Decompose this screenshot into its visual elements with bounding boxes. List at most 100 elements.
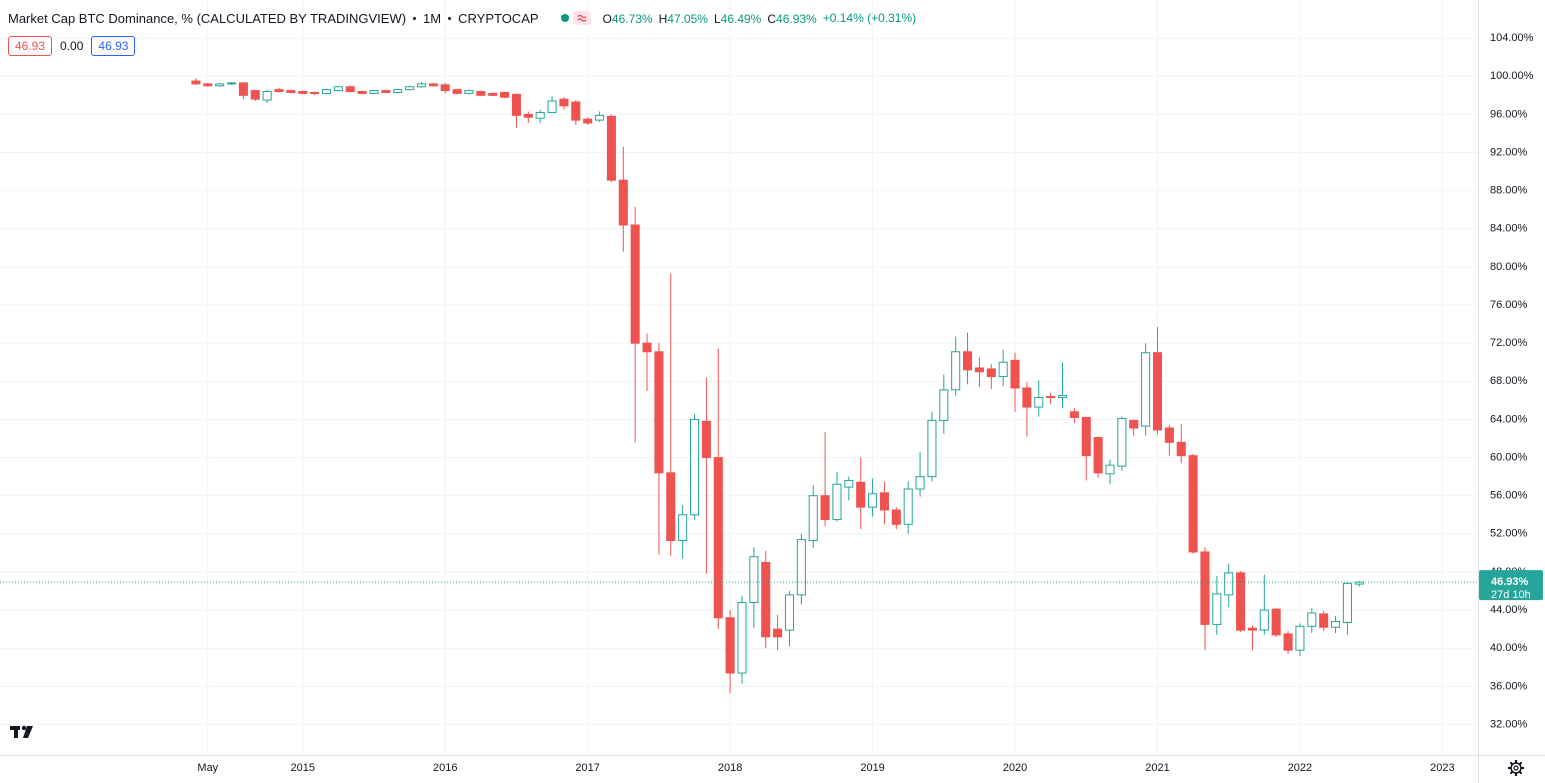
candle-body xyxy=(1342,582,1352,623)
x-tick-label: 2018 xyxy=(718,762,742,774)
candle-body xyxy=(1105,464,1115,475)
tv-logo xyxy=(10,725,33,738)
y-tick-label: 76.00% xyxy=(1490,299,1528,311)
candle-body xyxy=(262,91,272,101)
source[interactable]: CRYPTOCAP xyxy=(458,10,539,26)
data-status[interactable] xyxy=(572,11,591,25)
y-tick-label: 84.00% xyxy=(1490,223,1528,235)
legend-header: Market Cap BTC Dominance, % (CALCULATED … xyxy=(8,8,916,56)
ohlc-value: 46.93% xyxy=(776,11,817,26)
candle-body xyxy=(1141,352,1151,427)
candle-body xyxy=(1129,419,1139,429)
y-tick-label: 80.00% xyxy=(1490,261,1528,273)
candle-body xyxy=(761,561,771,638)
candle-body xyxy=(1247,627,1257,631)
candle-body xyxy=(488,92,498,96)
candle-body xyxy=(1034,397,1044,408)
candle-body xyxy=(1295,625,1305,651)
candle-body xyxy=(808,495,818,542)
candle-body xyxy=(1236,572,1246,631)
grid xyxy=(0,0,1478,755)
candle-body xyxy=(1152,352,1163,431)
candle-body xyxy=(191,80,201,85)
x-tick-label: 2019 xyxy=(860,762,884,774)
approx-icon xyxy=(577,14,586,22)
x-tick-label: 2022 xyxy=(1288,762,1312,774)
candle-body xyxy=(203,83,213,87)
candle-body xyxy=(868,493,878,508)
candle-body xyxy=(879,492,889,511)
candle-body xyxy=(820,495,830,521)
ohlc-value: 46.49% xyxy=(720,11,762,26)
candle-body xyxy=(1117,417,1127,467)
candle-body xyxy=(1283,633,1293,651)
candle-body xyxy=(238,82,248,96)
candle-body xyxy=(476,91,486,96)
y-tick-label: 52.00% xyxy=(1490,528,1528,540)
ohlc-value: 46.73% xyxy=(611,11,653,26)
symbol-title[interactable]: Market Cap BTC Dominance, % (CALCULATED … xyxy=(8,10,407,26)
interval[interactable]: 1M xyxy=(423,10,442,26)
candle-body xyxy=(298,91,308,94)
candle-body xyxy=(227,82,237,85)
buy-box[interactable]: 46.93 xyxy=(91,36,136,56)
candle-body xyxy=(369,90,379,94)
candle-body xyxy=(357,91,367,94)
candle-body xyxy=(903,488,913,525)
candle-body xyxy=(250,90,260,100)
x-tick-label: 2023 xyxy=(1430,762,1454,774)
x-tick-label: 2020 xyxy=(1003,762,1027,774)
candle-body xyxy=(547,100,557,113)
candle-body xyxy=(500,91,510,98)
candle-body xyxy=(606,115,616,181)
candle-body xyxy=(832,483,842,521)
separator xyxy=(413,16,417,20)
candle-body xyxy=(583,118,593,124)
candle-body xyxy=(713,457,723,619)
y-tick-label: 64.00% xyxy=(1490,413,1528,425)
ohlc-item: O46.73% xyxy=(603,12,653,26)
y-tick-label: 72.00% xyxy=(1490,337,1528,349)
candle-body xyxy=(974,367,984,373)
ohlc-item: C46.93% xyxy=(767,12,816,26)
bar-countdown: 27d 10h xyxy=(1491,589,1531,601)
candle-body xyxy=(571,101,581,121)
candle-body xyxy=(310,91,320,94)
candle-body xyxy=(274,89,284,93)
candle-body xyxy=(595,114,605,121)
y-tick-label: 32.00% xyxy=(1490,718,1528,730)
candle-body xyxy=(1271,608,1281,636)
ohlc-item: L46.49% xyxy=(714,12,761,26)
candle-body xyxy=(654,351,664,474)
y-tick-label: 40.00% xyxy=(1490,642,1528,654)
x-tick-label: 2016 xyxy=(433,762,457,774)
candle-body xyxy=(784,594,795,631)
change: +0.14% (+0.31%) xyxy=(822,11,917,25)
candle-body xyxy=(393,89,403,93)
candle-body xyxy=(452,89,462,94)
candle-body xyxy=(939,389,949,421)
candle-body xyxy=(796,539,806,596)
symbol-row: Market Cap BTC Dominance, % (CALCULATED … xyxy=(8,8,916,28)
overlay: 32.00%36.00%40.00%44.00%48.00%52.00%56.0… xyxy=(0,32,1543,774)
candle-body xyxy=(963,351,973,371)
candle-body xyxy=(1022,387,1032,408)
candle-body xyxy=(701,420,711,459)
candle-body xyxy=(1200,551,1210,625)
separator xyxy=(448,16,452,20)
candle-body xyxy=(1307,612,1317,627)
candle-body xyxy=(464,90,474,94)
sell-box[interactable]: 46.93 xyxy=(8,36,53,56)
last-price-box xyxy=(1479,570,1543,601)
candle-body xyxy=(1093,437,1103,474)
candle-body xyxy=(951,351,961,391)
candle-body xyxy=(1069,411,1079,419)
ohlc-key: H xyxy=(658,11,668,26)
candle-body xyxy=(1212,593,1222,625)
candle-body xyxy=(511,93,521,116)
settings-button[interactable] xyxy=(1508,760,1524,776)
spread: 0.00 xyxy=(60,39,84,53)
market-status[interactable] xyxy=(560,14,569,22)
last-price-label: 46.93% xyxy=(1491,576,1529,588)
